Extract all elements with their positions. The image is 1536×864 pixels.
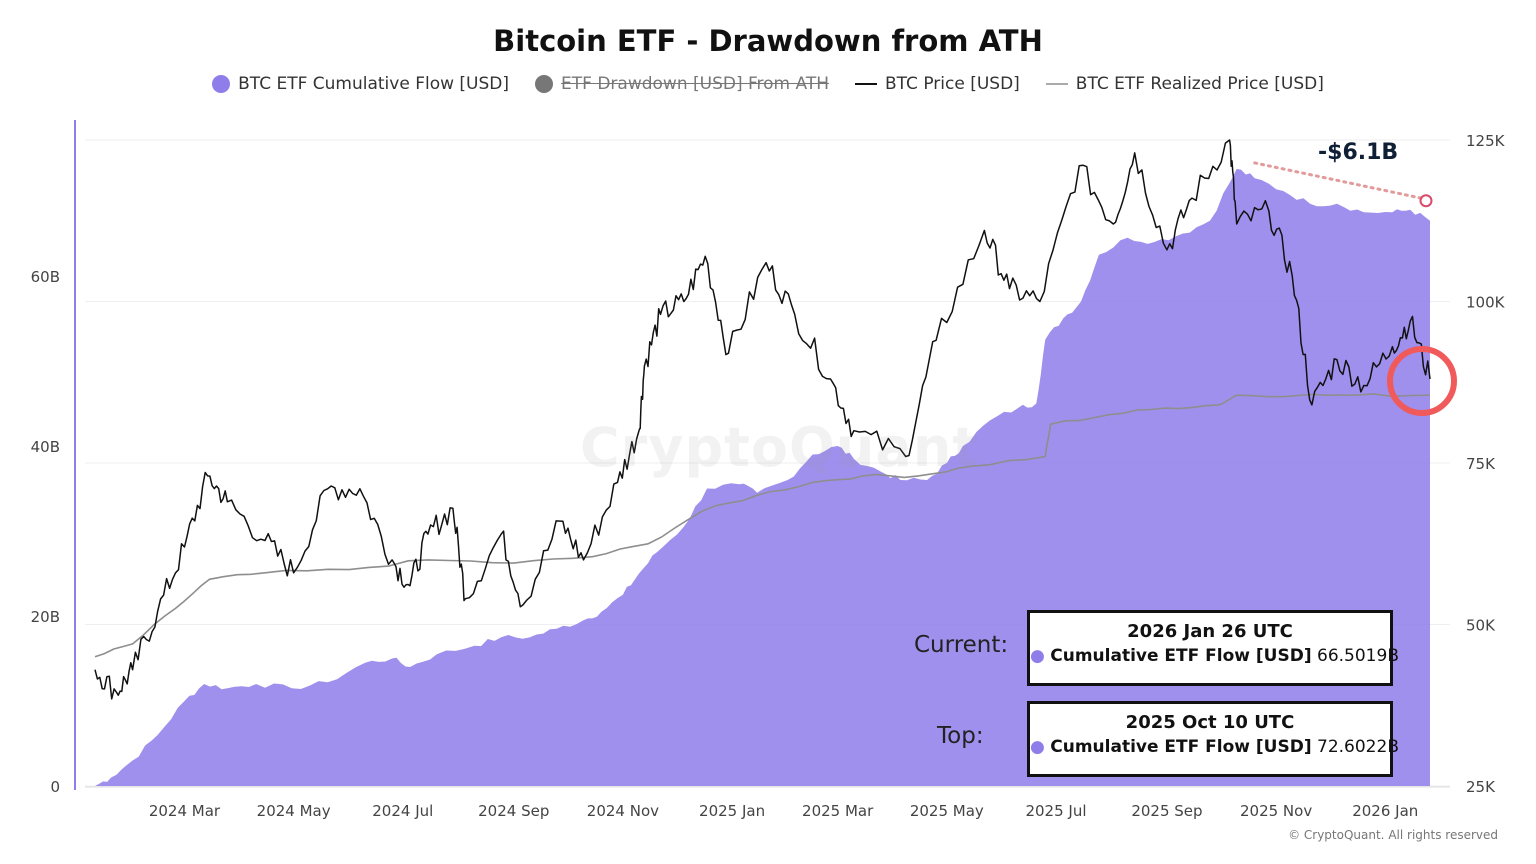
- x-tick-label: 2025 Jul: [1025, 802, 1086, 820]
- top-flow: ● Cumulative ETF Flow [USD] 72.6022B: [1030, 737, 1399, 757]
- y-right-tick-label: 125K: [1466, 132, 1506, 150]
- legend-item-btc-price[interactable]: BTC Price [USD]: [855, 74, 1020, 94]
- highlight-circle: [1387, 346, 1457, 417]
- y-right-tick-label: 50K: [1466, 617, 1496, 635]
- y-right-tick-label: 25K: [1466, 778, 1496, 796]
- drawdown-label: -$6.1B: [1318, 140, 1399, 165]
- top-series-label: Cumulative ETF Flow [USD]: [1050, 737, 1312, 757]
- y-left-tick-label: 40B: [31, 438, 60, 456]
- btc-price-line: [94, 139, 1431, 700]
- legend-dot-icon: [212, 75, 231, 93]
- legend-item-cumulative-flow[interactable]: BTC ETF Cumulative Flow [USD]: [212, 74, 509, 94]
- current-label: Current:: [914, 632, 1009, 658]
- flow-dot-icon: ●: [1030, 737, 1045, 757]
- legend: BTC ETF Cumulative Flow [USD] ETF Drawdo…: [0, 74, 1536, 94]
- drawdown-dotted-line: [1253, 161, 1426, 201]
- watermark: CryptoQuant: [580, 416, 980, 479]
- legend-item-realized-price[interactable]: BTC ETF Realized Price [USD]: [1045, 74, 1324, 94]
- legend-dot-icon: [535, 75, 554, 93]
- flow-dot-icon: ●: [1030, 646, 1045, 666]
- y-left-tick-label: 60B: [31, 268, 60, 286]
- y-right-tick-label: 100K: [1466, 294, 1506, 312]
- legend-line-icon: [855, 83, 877, 85]
- x-tick-label: 2025 Sep: [1131, 802, 1202, 820]
- x-tick-label: 2026 Jan: [1352, 802, 1418, 820]
- x-tick-label: 2025 Mar: [802, 802, 874, 820]
- legend-item-drawdown[interactable]: ETF Drawdown [USD] From ATH: [535, 74, 829, 94]
- legend-label: ETF Drawdown [USD] From ATH: [561, 74, 829, 94]
- lines-layer: [94, 139, 1431, 700]
- chart-title: Bitcoin ETF - Drawdown from ATH: [493, 24, 1043, 58]
- top-label: Top:: [937, 723, 984, 749]
- current-series-label: Cumulative ETF Flow [USD]: [1050, 646, 1312, 666]
- annotation-layer: [1253, 161, 1457, 417]
- x-tick-label: 2024 Nov: [587, 802, 659, 820]
- realized-price-line: [94, 393, 1431, 658]
- y-right-tick-label: 75K: [1466, 455, 1496, 473]
- current-flow: ● Cumulative ETF Flow [USD] 66.5019B: [1030, 646, 1399, 666]
- top-value: 72.6022B: [1317, 737, 1399, 757]
- current-flow-marker: [1419, 194, 1433, 208]
- x-tick-label: 2025 Jan: [699, 802, 765, 820]
- x-tick-label: 2025 Nov: [1240, 802, 1312, 820]
- y-left-tick-label: 0: [50, 778, 60, 796]
- legend-label: BTC ETF Realized Price [USD]: [1075, 74, 1324, 94]
- current-date: 2026 Jan 26 UTC: [1127, 621, 1293, 642]
- x-tick-label: 2024 Sep: [478, 802, 549, 820]
- top-date: 2025 Oct 10 UTC: [1125, 712, 1295, 733]
- axes-layer: 25K 50K 75K 100K 125K 0 20B 40B 60B 2024 Mar 2024 …: [31, 120, 1506, 820]
- current-callout: 2026 Jan 26 UTC ● Cumulative ETF Flow [U…: [1027, 610, 1399, 686]
- y-left-tick-label: 20B: [31, 608, 60, 626]
- x-tick-label: 2024 Mar: [149, 802, 221, 820]
- legend-label: BTC ETF Cumulative Flow [USD]: [238, 74, 510, 94]
- copyright: © CryptoQuant. All rights reserved: [1288, 828, 1498, 842]
- legend-line-icon: [1045, 83, 1068, 85]
- current-value: 66.5019B: [1317, 646, 1399, 666]
- x-tick-label: 2024 May: [257, 802, 331, 820]
- x-tick-label: 2024 Jul: [372, 802, 433, 820]
- x-tick-label: 2025 May: [910, 802, 984, 820]
- top-callout: 2025 Oct 10 UTC ● Cumulative ETF Flow [U…: [1027, 701, 1399, 777]
- legend-label: BTC Price [USD]: [885, 74, 1020, 94]
